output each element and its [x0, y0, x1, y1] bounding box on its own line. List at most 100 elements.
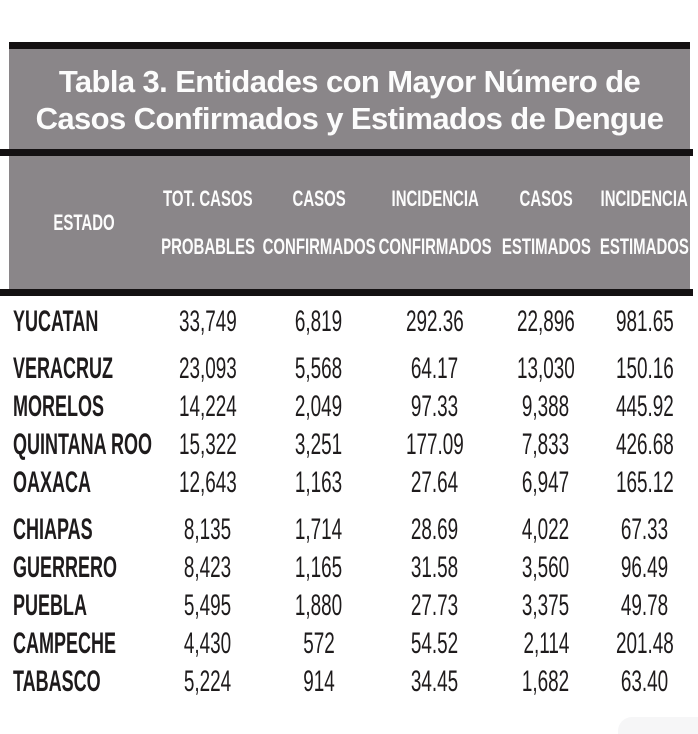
state-cell: OAXACA	[9, 466, 155, 500]
casos-estimados-cell: 6,947	[522, 466, 570, 499]
casos-estimados-cell: 9,388	[522, 390, 570, 423]
column-header-tot-casos-probables: TOT. CASOS PROBABLES	[155, 185, 261, 259]
table-body: YUCATAN 33,749 6,819 292.36 22,896 981.6…	[9, 296, 690, 701]
corner-artifact	[618, 717, 698, 734]
casos-estimados-cell: 3,375	[522, 589, 570, 622]
incidencia-confirmados-cell: 292.36	[406, 305, 464, 338]
casos-confirmados-cell: 1,163	[295, 466, 343, 499]
column-header-estado: ESTADO	[9, 209, 155, 235]
incidencia-confirmados-cell: 97.33	[411, 390, 459, 423]
column-header-label: PROBABLES	[161, 233, 255, 259]
table-title-block: Tabla 3. Entidades con Mayor Número de C…	[9, 42, 690, 149]
column-header-label: CONFIRMADOS	[378, 233, 492, 259]
tot-casos-probables-cell: 5,224	[184, 665, 232, 698]
state-cell: GUERRERO	[9, 551, 155, 585]
table-row: MORELOS 14,224 2,049 97.33 9,388 445.92	[9, 388, 690, 426]
incidencia-estimados-cell: 96.49	[620, 551, 669, 584]
incidencia-estimados-cell: 981.65	[615, 305, 674, 338]
column-header-incidencia-confirmados: INCIDENCIA CONFIRMADOS	[377, 185, 493, 259]
column-header-label: ESTIMADOS	[600, 233, 689, 259]
table-header-row: ESTADO TOT. CASOS PROBABLES CASOS CONFIR…	[9, 156, 690, 289]
state-name: TABASCO	[13, 665, 101, 698]
table-row: VERACRUZ 23,093 5,568 64.17 13,030 150.1…	[9, 350, 690, 388]
tot-casos-probables-cell: 8,135	[184, 513, 232, 546]
incidencia-estimados-cell: 445.92	[615, 390, 674, 423]
tot-casos-probables-cell: 5,495	[184, 589, 232, 622]
tot-casos-probables-cell: 12,643	[179, 466, 237, 499]
state-name: CAMPECHE	[13, 627, 117, 660]
column-header-casos-confirmados: CASOS CONFIRMADOS	[261, 185, 377, 258]
casos-estimados-cell: 1,682	[522, 665, 570, 698]
casos-confirmados-cell: 5,568	[295, 352, 343, 385]
incidencia-confirmados-cell: 27.73	[411, 589, 459, 622]
table-row: OAXACA 12,643 1,163 27.64 6,947 165.12	[9, 464, 690, 502]
column-header-label: ESTIMADOS	[501, 233, 591, 259]
column-header-label: ESTADO	[53, 209, 115, 235]
state-cell: QUINTANA ROO	[9, 428, 155, 462]
casos-confirmados-cell: 1,165	[295, 551, 343, 584]
casos-confirmados-cell: 2,049	[295, 390, 343, 423]
table-title-line-1: Tabla 3. Entidades con Mayor Número de	[58, 64, 641, 99]
divider-under-title	[0, 149, 693, 156]
tot-casos-probables-cell: 14,224	[179, 390, 237, 423]
casos-estimados-cell: 13,030	[517, 352, 575, 385]
column-header-label: INCIDENCIA	[391, 185, 479, 211]
state-name: VERACRUZ	[13, 352, 114, 385]
state-name: MORELOS	[13, 390, 105, 423]
casos-estimados-cell: 7,833	[522, 428, 570, 461]
table-row: PUEBLA 5,495 1,880 27.73 3,375 49.78	[9, 587, 690, 625]
state-cell: VERACRUZ	[9, 352, 155, 386]
casos-confirmados-cell: 6,819	[295, 305, 343, 338]
incidencia-confirmados-cell: 28.69	[411, 513, 459, 546]
incidencia-confirmados-cell: 34.45	[411, 665, 459, 698]
tot-casos-probables-cell: 33,749	[179, 305, 237, 338]
casos-confirmados-cell: 3,251	[295, 428, 343, 461]
tot-casos-probables-cell: 15,322	[179, 428, 237, 461]
incidencia-confirmados-cell: 54.52	[411, 627, 459, 660]
casos-estimados-cell: 3,560	[522, 551, 570, 584]
tot-casos-probables-cell: 23,093	[179, 352, 237, 385]
casos-confirmados-cell: 1,714	[295, 513, 343, 546]
incidencia-estimados-cell: 150.16	[615, 352, 674, 385]
state-cell: YUCATAN	[9, 305, 155, 339]
table-row: QUINTANA ROO 15,322 3,251 177.09 7,833 4…	[9, 426, 690, 464]
table-row: CAMPECHE 4,430 572 54.52 2,114 201.48	[9, 625, 690, 663]
table-row: YUCATAN 33,749 6,819 292.36 22,896 981.6…	[9, 303, 690, 341]
column-header-casos-estimados: CASOS ESTIMADOS	[493, 185, 599, 259]
casos-estimados-cell: 22,896	[517, 305, 575, 338]
table-title-line-2: Casos Confirmados y Estimados de Dengue	[35, 101, 664, 136]
state-cell: PUEBLA	[9, 589, 155, 623]
state-name: OAXACA	[13, 466, 92, 499]
column-header-incidencia-estimados: INCIDENCIA ESTIMADOS	[599, 185, 690, 259]
column-header-label: TOT. CASOS	[163, 185, 253, 211]
state-name: GUERRERO	[13, 551, 118, 584]
divider-under-header	[0, 289, 693, 296]
casos-confirmados-cell: 914	[303, 665, 335, 698]
table-row: CHIAPAS 8,135 1,714 28.69 4,022 67.33	[9, 511, 690, 549]
casos-estimados-cell: 4,022	[522, 513, 570, 546]
incidencia-estimados-cell: 165.12	[615, 466, 674, 499]
incidencia-estimados-cell: 201.48	[615, 627, 674, 660]
column-header-label: CASOS	[519, 185, 573, 211]
incidencia-estimados-cell: 63.40	[620, 665, 669, 698]
state-cell: MORELOS	[9, 390, 155, 424]
column-header-label: CASOS	[292, 185, 346, 211]
state-name: YUCATAN	[13, 305, 99, 338]
table-row: GUERRERO 8,423 1,165 31.58 3,560 96.49	[9, 549, 690, 587]
state-name: PUEBLA	[13, 589, 88, 622]
casos-estimados-cell: 2,114	[523, 627, 569, 660]
column-header-label: INCIDENCIA	[600, 185, 689, 211]
incidencia-estimados-cell: 49.78	[620, 589, 669, 622]
tot-casos-probables-cell: 8,423	[184, 551, 232, 584]
tot-casos-probables-cell: 4,430	[184, 627, 232, 660]
casos-confirmados-cell: 1,880	[295, 589, 343, 622]
state-cell: CHIAPAS	[9, 513, 155, 547]
incidencia-estimados-cell: 67.33	[620, 513, 669, 546]
casos-confirmados-cell: 572	[303, 627, 335, 660]
state-name: CHIAPAS	[13, 513, 93, 546]
incidencia-confirmados-cell: 64.17	[411, 352, 459, 385]
state-cell: TABASCO	[9, 665, 155, 699]
table-row: TABASCO 5,224 914 34.45 1,682 63.40	[9, 663, 690, 701]
incidencia-confirmados-cell: 27.64	[411, 466, 459, 499]
